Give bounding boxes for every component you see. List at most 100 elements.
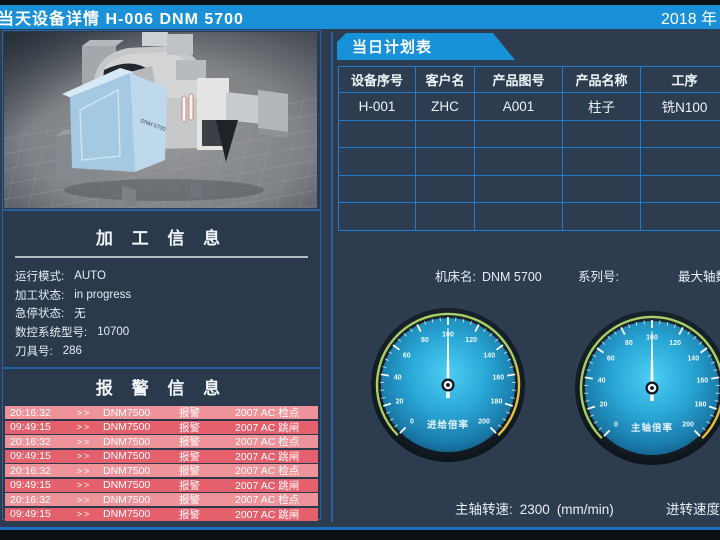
top-black-bar [0,0,720,5]
plan-cell [338,174,416,203]
plan-cell [562,119,641,148]
plan-cell [640,147,720,176]
plan-cell [415,147,475,176]
max-axes-label: 最大轴数 [678,270,720,284]
plan-row[interactable] [338,174,720,203]
page-title: 当天设备详情 H-006 DNM 5700 [0,11,244,28]
svg-text:20: 20 [600,401,608,408]
plan-cell [562,174,641,203]
processing-field: 刀具号: 286 [15,344,82,358]
machine-illustration: DNM 5700 [56,32,288,206]
alarm-row[interactable]: 09:49:15 >> DNM7500 报警 2007 AC 跳闸 [5,478,318,492]
plan-cell [640,119,720,148]
svg-text:140: 140 [687,356,699,363]
plan-header-row: 设备序号 客户名 产品图号 产品名称 工序 [338,66,720,93]
plan-cell [474,147,563,176]
svg-text:0: 0 [614,422,618,429]
left-panel: DNM 5700 加 工 信 息 运行模式: AUTO 加工状态: in progre… [2,30,321,521]
plan-table: 设备序号 客户名 产品图号 产品名称 工序 H-001 ZHC A001 柱子 铣N100 [338,66,720,231]
svg-text:80: 80 [625,340,633,347]
svg-text:120: 120 [465,337,477,344]
plan-table-body: H-001 ZHC A001 柱子 铣N100 [338,92,720,231]
plan-cell: A001 [474,92,563,121]
plan-cell [415,119,475,148]
processing-field: 数控系统型号: 10700 [15,326,130,340]
section-divider [3,367,320,369]
bottom-accent-line [0,527,720,530]
spindle-override-gauge-label: 主轴倍率 [631,422,673,434]
svg-text:60: 60 [607,356,615,363]
svg-text:140: 140 [483,353,495,360]
plan-column-header: 产品图号 [474,66,563,93]
processing-field: 急停状态: 无 [15,308,86,321]
feed-override-gauge-svg: 020406080100120140160180200进给倍率 [371,308,525,462]
plan-column-header: 客户名 [415,66,475,93]
bottom-black-bar [0,529,720,540]
plan-cell [338,202,416,231]
svg-text:180: 180 [491,398,503,405]
svg-text:40: 40 [394,375,402,382]
plan-row[interactable] [338,147,720,176]
tab-daily-plan-label: 当日计划表 [352,39,433,56]
alarm-list: 20:16:32 >> DNM7500 报警 2007 AC 检点 09:49:15 >> D… [3,406,320,521]
alarm-row[interactable]: 20:16:32 >> DNM7500 报警 2007 AC 检点 [5,435,318,448]
alarm-row[interactable]: 09:49:15 >> DNM7500 报警 2007 AC 跳闸 [5,420,318,434]
plan-cell: 柱子 [562,92,641,121]
plan-cell [415,202,475,231]
serial-number-field: 系列号: [578,266,625,285]
machine-name-field: 机床名: DNM 5700 [435,266,542,285]
machine-name-value: DNM 5700 [481,270,542,284]
plan-column-header: 设备序号 [338,66,416,93]
header-year: 2018 年 [661,11,718,28]
feed-speed-label: 进转速度 [666,502,720,517]
spindle-speed-unit: (mm/min) [556,502,614,517]
alarm-row[interactable]: 09:49:15 >> DNM7500 报警 2007 AC 跳闸 [5,507,318,521]
plan-cell: 铣N100 [640,92,720,121]
column-divider [331,32,333,522]
plan-cell [338,147,416,176]
spindle-speed-label: 主轴转速: [455,502,513,517]
plan-cell [562,147,641,176]
svg-text:20: 20 [396,398,404,405]
plan-column-header: 工序 [640,66,720,93]
plan-cell [474,119,563,148]
alarm-info-title: 报 警 信 息 [95,379,228,398]
processing-info-title: 加 工 信 息 [95,229,228,248]
tab-daily-plan[interactable]: 当日计划表 [337,33,515,60]
serial-number-label: 系列号: [578,270,619,284]
plan-row[interactable] [338,202,720,231]
svg-text:200: 200 [682,422,694,429]
plan-cell [474,174,563,203]
plan-cell: H-001 [338,92,416,121]
machine-name-label: 机床名: [435,270,476,284]
feed-override-gauge: 020406080100120140160180200进给倍率 [368,305,528,465]
feed-speed-stat: 进转速度 [666,498,720,518]
max-axes-field: 最大轴数 [678,266,720,285]
alarm-row[interactable]: 09:49:15 >> DNM7500 报警 2007 AC 跳闸 [5,449,318,463]
plan-row[interactable]: H-001 ZHC A001 柱子 铣N100 [338,92,720,121]
title-underline [15,256,308,258]
feed-override-gauge-label: 进给倍率 [427,419,469,431]
svg-text:0: 0 [410,419,414,426]
processing-info-section: 加 工 信 息 运行模式: AUTO 加工状态: in progress 急停状态: 无数… [3,212,320,367]
spindle-speed-stat: 主轴转速: 2300 (mm/min) [455,498,614,518]
spindle-override-gauge: 020406080100120140160180200主轴倍率 [572,308,720,468]
section-divider [3,209,320,211]
plan-row[interactable] [338,119,720,148]
plan-cell [474,202,563,231]
alarm-row[interactable]: 20:16:32 >> DNM7500 报警 2007 AC 检点 [5,406,318,419]
svg-text:180: 180 [695,401,707,408]
alarm-row[interactable]: 20:16:32 >> DNM7500 报警 2007 AC 检点 [5,464,318,477]
alarm-row[interactable]: 20:16:32 >> DNM7500 报警 2007 AC 检点 [5,493,318,506]
processing-field: 运行模式: AUTO [15,270,106,284]
spindle-speed-value: 2300 [519,502,550,517]
plan-cell [640,202,720,231]
spindle-override-gauge-svg: 020406080100120140160180200主轴倍率 [575,311,720,465]
processing-fields: 运行模式: AUTO 加工状态: in progress 急停状态: 无数控系统型号: 10… [3,267,320,360]
svg-text:60: 60 [403,353,411,360]
svg-text:160: 160 [493,375,505,382]
svg-text:120: 120 [669,340,681,347]
header-bar: 当天设备详情 H-006 DNM 5700 2018 年 [0,5,720,29]
svg-text:40: 40 [598,378,606,385]
plan-cell [338,119,416,148]
